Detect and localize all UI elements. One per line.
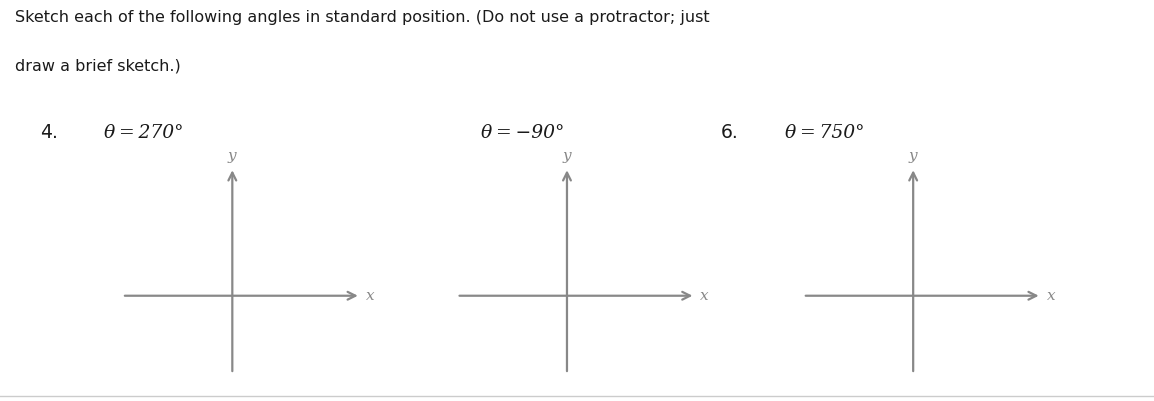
Text: 4.: 4. bbox=[40, 124, 58, 142]
Text: y: y bbox=[563, 150, 571, 164]
Text: x: x bbox=[366, 289, 374, 303]
Text: y: y bbox=[909, 150, 917, 164]
Text: θ = −90°: θ = −90° bbox=[481, 124, 564, 142]
Text: x: x bbox=[700, 289, 709, 303]
Text: θ = 750°: θ = 750° bbox=[785, 124, 864, 142]
Text: x: x bbox=[1047, 289, 1055, 303]
Text: y: y bbox=[228, 150, 237, 164]
Text: Sketch each of the following angles in standard position. (Do not use a protract: Sketch each of the following angles in s… bbox=[15, 10, 710, 25]
Text: 6.: 6. bbox=[721, 124, 739, 142]
Text: θ = 270°: θ = 270° bbox=[104, 124, 183, 142]
Text: draw a brief sketch.): draw a brief sketch.) bbox=[15, 58, 181, 73]
